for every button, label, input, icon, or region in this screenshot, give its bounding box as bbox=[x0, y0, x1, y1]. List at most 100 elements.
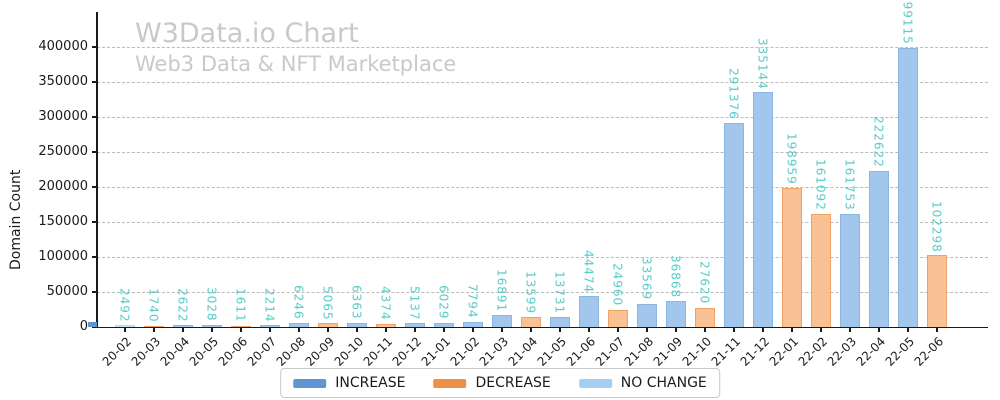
bar-20-09 bbox=[318, 323, 338, 327]
bar-20-10 bbox=[347, 322, 367, 327]
bar-value-label: 16891 bbox=[494, 269, 509, 313]
chart-title: W3Data.io Chart bbox=[135, 18, 359, 49]
bar-value-label: 161753 bbox=[842, 158, 857, 211]
bar-20-07 bbox=[260, 325, 280, 327]
bar-value-label: 3028 bbox=[204, 287, 219, 322]
bar-20-03 bbox=[144, 325, 164, 327]
legend-label-decrease: DECREASE bbox=[475, 375, 551, 391]
legend-item-decrease: DECREASE bbox=[433, 375, 551, 391]
bar-20-02 bbox=[115, 325, 135, 327]
y-tick-mark bbox=[92, 116, 97, 118]
x-tick-mark bbox=[791, 328, 793, 332]
bar-value-label: 1740 bbox=[146, 287, 161, 323]
y-tick-label: 150000 bbox=[38, 214, 88, 229]
y-tick-mark bbox=[92, 221, 97, 223]
chart-subtitle: Web3 Data & NFT Marketplace bbox=[135, 52, 457, 76]
bar-20-04 bbox=[173, 325, 193, 327]
y-tick-label: 400000 bbox=[38, 39, 88, 54]
x-tick-mark bbox=[733, 328, 735, 332]
bar-value-label: 27620 bbox=[697, 261, 712, 305]
y-tick-label: 250000 bbox=[38, 144, 88, 159]
bar-20-05 bbox=[202, 324, 222, 327]
bar-value-label: 13731 bbox=[552, 271, 567, 315]
x-tick-mark bbox=[211, 328, 213, 332]
gridline bbox=[97, 257, 988, 258]
legend-item-increase: INCREASE bbox=[293, 375, 405, 391]
bar-21-04 bbox=[521, 317, 541, 327]
bar-22-05 bbox=[898, 47, 918, 327]
bar-value-label: 399115 bbox=[900, 0, 915, 45]
increase-swatch-icon bbox=[293, 378, 327, 388]
bar-21-08 bbox=[637, 303, 657, 327]
bar-value-label: 291376 bbox=[726, 68, 741, 121]
x-tick-mark bbox=[849, 328, 851, 332]
bar-value-label: 6246 bbox=[291, 285, 306, 320]
x-tick-mark bbox=[936, 328, 938, 332]
gridline bbox=[97, 292, 988, 293]
bar-value-label: 36868 bbox=[668, 255, 683, 299]
bar-20-08 bbox=[289, 322, 309, 327]
bar-value-label: 6363 bbox=[349, 285, 364, 320]
bar-value-label: 335144 bbox=[755, 37, 770, 90]
bar-value-label: 222622 bbox=[871, 116, 886, 169]
bar-value-label: 2622 bbox=[175, 287, 190, 323]
x-tick-mark bbox=[385, 328, 387, 332]
legend-label-increase: INCREASE bbox=[335, 375, 406, 391]
bar-21-03 bbox=[492, 315, 512, 327]
x-tick-mark bbox=[472, 328, 474, 332]
bar-20-06 bbox=[231, 325, 251, 327]
x-tick-mark bbox=[269, 328, 271, 332]
gridline bbox=[97, 117, 988, 118]
y-axis-title: Domain Count bbox=[8, 169, 24, 270]
legend-item-nochange: NO CHANGE bbox=[578, 375, 707, 391]
gridline bbox=[97, 222, 988, 223]
bar-22-06 bbox=[927, 255, 947, 327]
x-tick-mark bbox=[124, 328, 126, 332]
bar-value-label: 5065 bbox=[320, 285, 335, 321]
x-tick-mark bbox=[443, 328, 445, 332]
bar-value-label: 1611 bbox=[233, 287, 248, 323]
gridline bbox=[97, 152, 988, 153]
x-tick-mark bbox=[298, 328, 300, 332]
gridline bbox=[97, 187, 988, 188]
x-tick-mark bbox=[182, 328, 184, 332]
x-tick-mark bbox=[878, 328, 880, 332]
x-tick-mark bbox=[559, 328, 561, 332]
bar-value-label: 2492 bbox=[117, 287, 132, 323]
x-tick-mark bbox=[617, 328, 619, 332]
bar-20-11 bbox=[376, 323, 396, 327]
bar-21-07 bbox=[608, 309, 628, 327]
bar-20-12 bbox=[405, 323, 425, 327]
clipped-corner-bar bbox=[88, 322, 97, 327]
x-tick-mark bbox=[704, 328, 706, 332]
y-tick-mark bbox=[92, 291, 97, 293]
bar-21-06 bbox=[579, 295, 599, 327]
x-tick-mark bbox=[588, 328, 590, 332]
x-tick-mark bbox=[327, 328, 329, 332]
bar-value-label: 102298 bbox=[929, 200, 944, 253]
bar-value-label: 2214 bbox=[262, 287, 277, 323]
bar-21-01 bbox=[434, 322, 454, 327]
x-tick-mark bbox=[530, 328, 532, 332]
bar-value-label: 4374 bbox=[378, 286, 393, 321]
x-tick-mark bbox=[240, 328, 242, 332]
bar-21-12 bbox=[753, 92, 773, 327]
bar-21-11 bbox=[724, 123, 744, 327]
x-tick-mark bbox=[356, 328, 358, 332]
nochange-swatch-icon bbox=[578, 378, 612, 388]
bar-value-label: 13599 bbox=[523, 271, 538, 315]
legend-label-nochange: NO CHANGE bbox=[620, 375, 707, 391]
x-tick-mark bbox=[414, 328, 416, 332]
y-tick-label: 0 bbox=[79, 319, 88, 334]
legend: INCREASE DECREASE NO CHANGE bbox=[280, 368, 720, 398]
y-tick-mark bbox=[92, 46, 97, 48]
bar-value-label: 24960 bbox=[610, 263, 625, 307]
decrease-swatch-icon bbox=[433, 378, 467, 388]
bar-22-03 bbox=[840, 213, 860, 327]
y-tick-label: 200000 bbox=[38, 179, 88, 194]
bar-value-label: 198959 bbox=[784, 132, 799, 185]
bar-value-label: 161092 bbox=[813, 159, 828, 212]
y-tick-label: 100000 bbox=[38, 249, 88, 264]
y-tick-label: 350000 bbox=[38, 74, 88, 89]
